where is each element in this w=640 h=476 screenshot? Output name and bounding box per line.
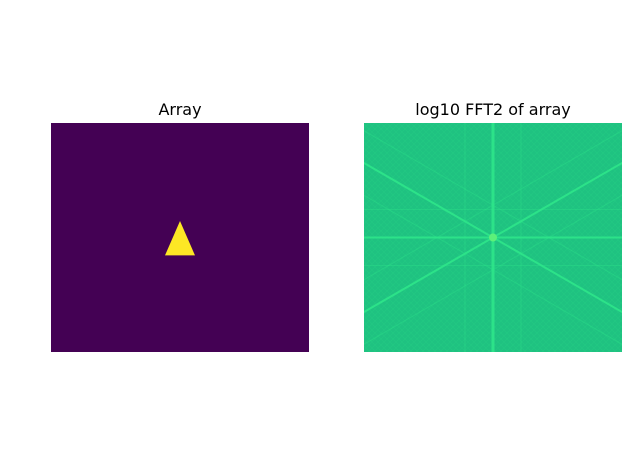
fft-sidelobe-2-1 [364,130,622,281]
fft-sidelobe-3-1 [364,130,622,281]
fft-spectral-lines [364,123,622,352]
triangle-shape [165,221,195,256]
array-panel: Array [51,100,309,352]
fft-sidelobe-2-0 [364,194,622,345]
fft-title: log10 FFT2 of array [415,100,570,119]
fft-sidelobe-3-0 [364,194,622,345]
array-title: Array [158,100,201,119]
fft-center-peak [489,233,497,242]
fft-panel: log10 FFT2 of array [364,100,622,352]
